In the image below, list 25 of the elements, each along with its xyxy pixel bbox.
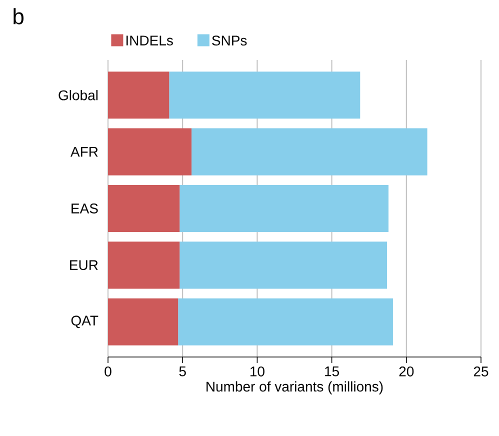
y-tick-label: EAS — [72, 204, 98, 214]
bar — [192, 128, 428, 176]
bar — [108, 72, 170, 119]
bar — [108, 242, 180, 289]
y-tick-label: EUR — [70, 260, 98, 270]
legend-label: INDELs — [126, 36, 173, 46]
bar — [180, 242, 387, 289]
bar — [178, 298, 393, 346]
bar — [108, 298, 178, 346]
y-tick-label: AFR — [70, 147, 98, 157]
bar — [108, 184, 180, 232]
legend-label: SNPs — [212, 36, 247, 46]
x-tick-label: 0 — [104, 366, 112, 376]
x-axis-title: Number of variants (millions) — [206, 381, 383, 394]
bar — [169, 72, 360, 119]
y-tick-label: QAT — [71, 316, 98, 328]
x-tick-label: 25 — [474, 366, 488, 376]
y-tick-label: Global — [58, 90, 98, 100]
chart-title: b — [14, 8, 24, 24]
x-tick-label: 20 — [399, 366, 414, 376]
bar — [180, 184, 388, 232]
bar — [108, 128, 192, 176]
x-tick-label: 5 — [179, 366, 186, 376]
x-tick-label: 10 — [250, 366, 264, 376]
x-tick-label: 15 — [325, 366, 339, 376]
